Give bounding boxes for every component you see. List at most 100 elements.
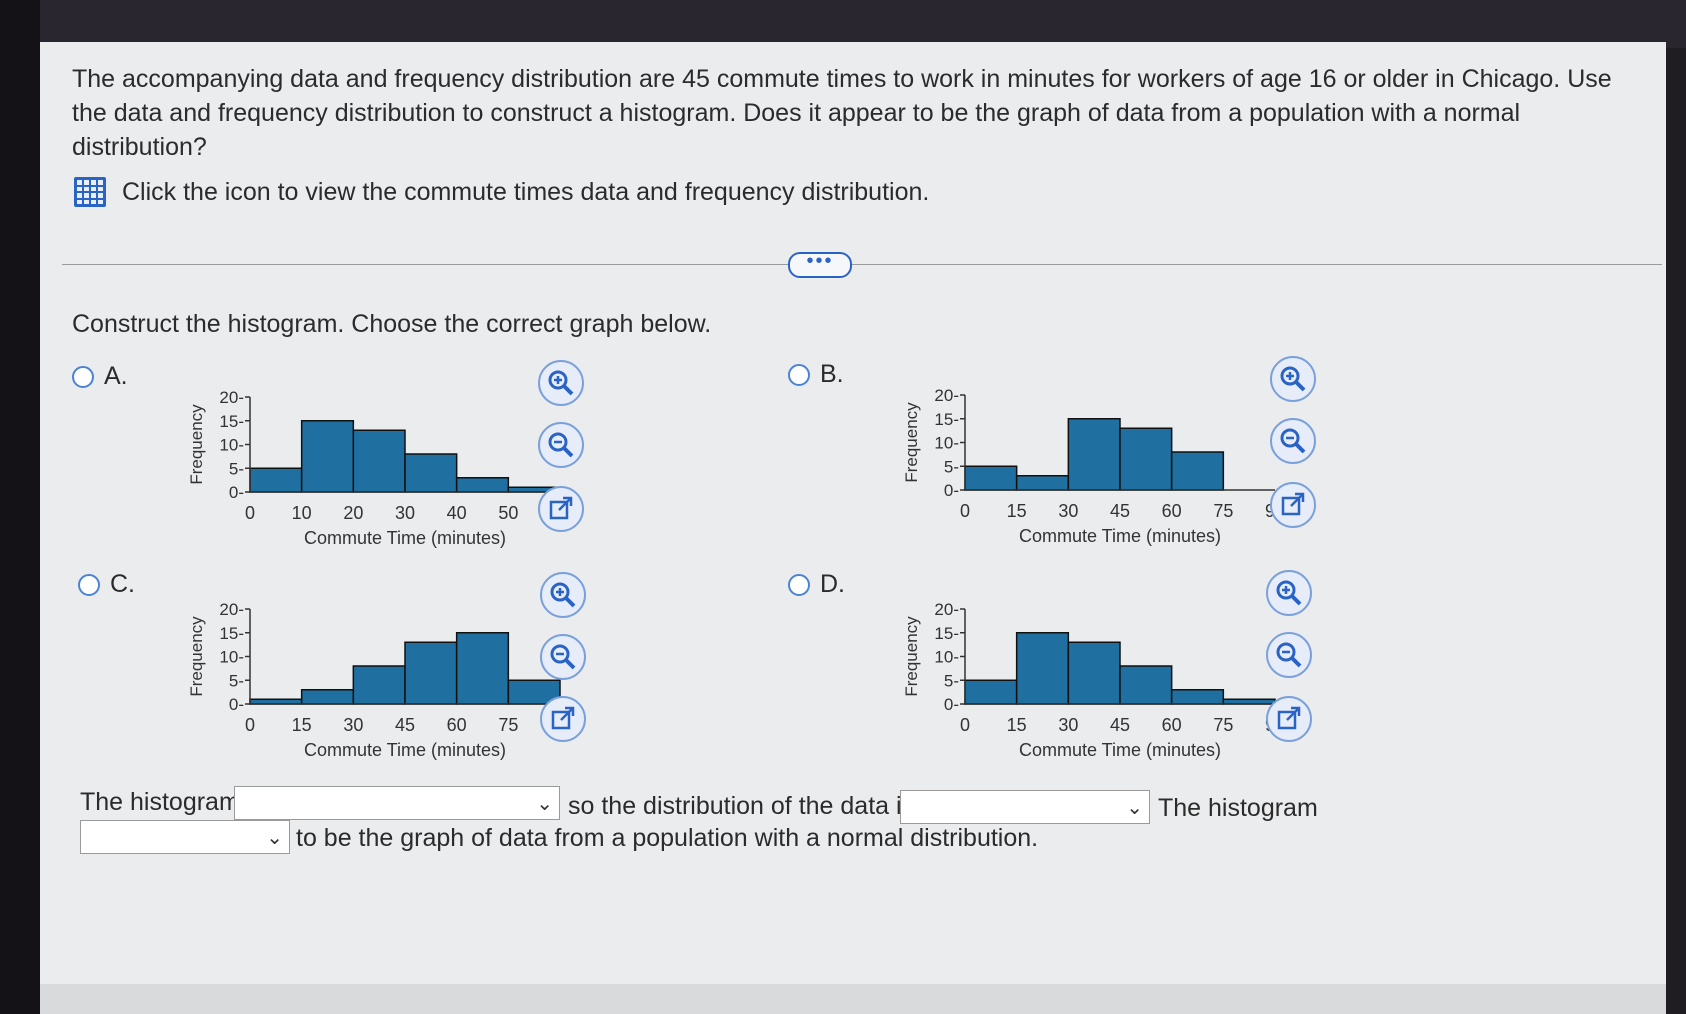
popout-d-button[interactable] [1266, 696, 1312, 742]
histogram-bar [249, 467, 303, 493]
x-axis-label: Commute Time (minutes) [304, 740, 506, 760]
zoom-out-icon [1280, 428, 1306, 454]
y-tick-label: 10- [219, 648, 244, 667]
histogram-bar [1170, 689, 1225, 705]
zoom-out-icon [548, 432, 574, 458]
popout-c-button[interactable] [540, 696, 586, 742]
x-tick-label: 20 [343, 503, 363, 523]
zoom-out-d-button[interactable] [1266, 632, 1312, 678]
y-tick-label: 20- [934, 386, 959, 405]
x-tick-label: 15 [1007, 715, 1027, 735]
x-tick-label: 10 [292, 503, 312, 523]
zoom-in-c-button[interactable] [540, 572, 586, 618]
external-link-icon [1281, 492, 1305, 516]
x-axis-label: Commute Time (minutes) [304, 528, 506, 548]
option-c-label: C. [110, 570, 135, 598]
option-b[interactable]: B. [788, 360, 844, 389]
y-tick-label: 5- [944, 457, 959, 476]
x-tick-label: 45 [1110, 715, 1130, 735]
histogram-bar [1067, 418, 1121, 491]
answer-text-2: so the distribution of the data is [568, 792, 915, 820]
y-axis-label: Frequency [187, 404, 206, 485]
y-tick-label: 5- [944, 671, 959, 690]
option-b-radio[interactable] [788, 363, 810, 386]
zoom-out-icon [550, 644, 576, 670]
question-page: The accompanying data and frequency dist… [40, 42, 1666, 1014]
histogram-bar [1015, 632, 1070, 705]
y-tick-label: 20- [219, 388, 244, 407]
x-tick-label: 15 [292, 715, 312, 735]
chevron-down-icon: ⌄ [1126, 797, 1143, 819]
popout-b-button[interactable] [1270, 482, 1316, 528]
zoom-in-a-button[interactable] [538, 360, 584, 406]
x-tick-label: 30 [1058, 715, 1078, 735]
histogram-bar [404, 641, 458, 705]
answer-text-1: The histogram [80, 788, 240, 816]
y-axis-label: Frequency [902, 402, 921, 483]
x-tick-label: 0 [245, 715, 255, 735]
histogram-a: Frequency0-5-10-15-20-0102030405060Commu… [187, 388, 570, 548]
zoom-in-icon [548, 370, 574, 396]
appears-select[interactable]: ⌄ [80, 820, 290, 854]
x-tick-label: 75 [498, 715, 518, 735]
histogram-shape-select[interactable]: ⌄ [234, 786, 560, 820]
x-tick-label: 30 [1058, 501, 1078, 521]
y-tick-label: 0- [944, 481, 959, 500]
histogram-bar [964, 465, 1018, 491]
y-axis-label: Frequency [902, 616, 921, 697]
y-tick-label: 20- [934, 600, 959, 619]
zoom-in-icon [550, 582, 576, 608]
option-c-radio[interactable] [78, 573, 100, 596]
y-tick-label: 0- [944, 695, 959, 714]
x-axis-label: Commute Time (minutes) [1019, 526, 1221, 546]
x-tick-label: 45 [1110, 501, 1130, 521]
x-tick-label: 45 [395, 715, 415, 735]
x-tick-label: 0 [960, 715, 970, 735]
option-c[interactable]: C. [78, 570, 135, 599]
x-axis-label: Commute Time (minutes) [1019, 740, 1221, 760]
expand-more-button[interactable]: ••• [788, 251, 852, 278]
zoom-out-a-button[interactable] [538, 422, 584, 468]
table-grid-icon[interactable] [74, 177, 106, 207]
zoom-out-b-button[interactable] [1270, 418, 1316, 464]
question-text: The accompanying data and frequency dist… [72, 65, 1612, 161]
data-link-text[interactable]: Click the icon to view the commute times… [122, 177, 930, 206]
histogram-bar [964, 679, 1018, 705]
histogram-bar [1119, 665, 1173, 705]
y-tick-label: 15- [219, 412, 244, 431]
option-d[interactable]: D. [788, 570, 845, 599]
distribution-type-select[interactable]: ⌄ [900, 790, 1150, 824]
option-a-radio[interactable] [72, 365, 94, 388]
histogram-bar [404, 453, 458, 493]
external-link-icon [551, 706, 575, 730]
y-tick-label: 15- [219, 624, 244, 643]
zoom-in-icon [1276, 580, 1302, 606]
x-tick-label: 40 [447, 503, 467, 523]
x-tick-label: 75 [1213, 501, 1233, 521]
x-tick-label: 0 [960, 501, 970, 521]
x-tick-label: 30 [343, 715, 363, 735]
option-b-label: B. [820, 360, 844, 388]
histogram-b: Frequency0-5-10-15-20-0153045607590Commu… [902, 386, 1285, 546]
histogram-bar [455, 632, 510, 705]
y-axis-label: Frequency [187, 616, 206, 697]
zoom-out-c-button[interactable] [540, 634, 586, 680]
popout-a-button[interactable] [538, 486, 584, 532]
option-d-radio[interactable] [788, 573, 810, 596]
histogram-bar [300, 420, 355, 493]
y-tick-label: 5- [229, 459, 244, 478]
zoom-in-b-button[interactable] [1270, 356, 1316, 402]
option-a[interactable]: A. [72, 362, 128, 391]
y-tick-label: 0- [229, 695, 244, 714]
data-link-row[interactable]: Click the icon to view the commute times… [74, 172, 929, 212]
section-divider [62, 264, 1662, 265]
y-tick-label: 10- [934, 434, 959, 453]
y-tick-label: 10- [219, 436, 244, 455]
histogram-bar [300, 689, 355, 705]
zoom-in-d-button[interactable] [1266, 570, 1312, 616]
prompt-text: Construct the histogram. Choose the corr… [72, 310, 712, 338]
external-link-icon [549, 496, 573, 520]
histogram-bar [1119, 427, 1173, 491]
option-d-label: D. [820, 570, 845, 598]
x-tick-label: 75 [1213, 715, 1233, 735]
